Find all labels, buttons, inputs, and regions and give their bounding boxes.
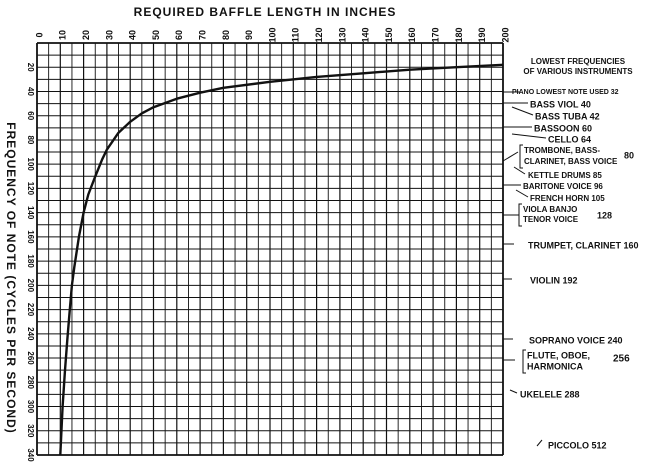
annotation-label: KETTLE DRUMS 85 [528, 171, 602, 180]
annotation-leader [515, 189, 529, 198]
x-tick-label: 180 [454, 27, 464, 42]
instrument-annotations: PIANO LOWEST NOTE USED 32 BASS VIOL 40 BAS… [502, 89, 639, 450]
y-tick-label: 120 [26, 182, 35, 196]
annotation-label: FLUTE, OBOE, [527, 350, 590, 360]
y-tick-label: 40 [26, 87, 35, 96]
x-tick-label: 160 [407, 27, 417, 42]
annotation-label: TROMBONE, BASS- [524, 146, 600, 155]
x-tick-label: 20 [81, 30, 91, 40]
x-tick-label: 200 [500, 27, 510, 42]
y-tick-label: 300 [26, 400, 35, 414]
y-tick-label: 280 [26, 376, 35, 390]
y-tick-label: 220 [26, 303, 35, 317]
x-tick-label: 90 [244, 30, 254, 40]
annotation-label: BASS VIOL 40 [530, 99, 591, 109]
annotation-bracket [518, 203, 522, 227]
x-tick-label: 130 [337, 27, 347, 42]
x-tick-label: 140 [361, 27, 371, 42]
tick-labels: 0 10 20 30 40 50 60 70 80 90 100 110 120 130 140 150 160… [26, 27, 510, 462]
y-tick-label: 140 [26, 206, 35, 220]
annotation-label: VIOLIN 192 [530, 275, 578, 285]
annotation-label: TENOR VOICE [523, 215, 579, 224]
x-tick-label: 120 [314, 27, 324, 42]
y-tick-label: 20 [26, 63, 35, 72]
annotation-bracket [522, 349, 526, 374]
y-tick-label: 240 [26, 327, 35, 341]
annotation-label: VIOLA BANJO [523, 205, 577, 214]
x-tick-label: 40 [128, 30, 138, 40]
annotation-label: CLARINET, BASS VOICE [524, 157, 618, 166]
x-tick-label: 170 [430, 27, 440, 42]
y-tick-label: 100 [26, 157, 35, 171]
annotation-value: 128 [597, 210, 612, 220]
x-tick-label: 80 [221, 30, 231, 40]
x-tick-label: 150 [384, 27, 394, 42]
x-tick-label: 50 [151, 30, 161, 40]
y-tick-label: 180 [26, 254, 35, 268]
chart-title: REQUIRED BAFFLE LENGTH IN INCHES [134, 5, 397, 19]
annotation-label: TRUMPET, CLARINET 160 [528, 240, 639, 250]
y-tick-label: 60 [26, 111, 35, 120]
x-tick-label: 110 [291, 28, 301, 43]
annotation-label: HARMONICA [527, 361, 583, 371]
x-tick-label: 100 [267, 27, 277, 42]
grid [36, 42, 504, 456]
y-tick-label: 340 [26, 448, 35, 462]
y-tick-label: 160 [26, 230, 35, 244]
y-tick-label: 260 [26, 351, 35, 365]
annotation-label: BASSOON 60 [534, 123, 592, 133]
legend-title-line: OF VARIOUS INSTRUMENTS [523, 67, 633, 76]
x-tick-label: 30 [104, 30, 114, 40]
x-tick-label: 10 [58, 30, 68, 40]
annotation-leader [502, 151, 519, 162]
annotation-label: UKELELE 288 [520, 389, 580, 399]
annotation-label: BASS TUBA 42 [535, 111, 600, 121]
annotation-leader [509, 389, 518, 394]
annotation-label: PIANO LOWEST NOTE USED 32 [512, 89, 619, 96]
annotation-label: SOPRANO VOICE 240 [529, 335, 623, 345]
annotation-leader [536, 439, 543, 447]
x-tick-label: 70 [197, 30, 207, 40]
annotation-label: FRENCH HORN 105 [530, 194, 605, 203]
x-tick-label: 190 [477, 27, 487, 42]
annotation-bracket [519, 144, 523, 169]
legend-title-line: LOWEST FREQUENCIES [531, 57, 626, 66]
annotation-value: 80 [624, 150, 634, 160]
series-line [59, 63, 504, 456]
annotation-leader [511, 133, 547, 139]
annotation-leader [511, 106, 534, 116]
annotation-label: BARITONE VOICE 96 [523, 182, 603, 191]
x-tick-label: 60 [174, 30, 184, 40]
y-tick-label: 320 [26, 424, 35, 438]
annotation-label: CELLO 64 [548, 134, 591, 144]
y-tick-label: 200 [26, 279, 35, 293]
annotation-leader [513, 166, 526, 175]
annotation-value: 256 [613, 354, 630, 365]
y-axis-label: FREQUENCY OF NOTE (CYCLES PER SECOND) [4, 122, 18, 433]
y-tick-label: 80 [26, 135, 35, 144]
annotation-label: PICCOLO 512 [548, 440, 607, 450]
x-tick-label: 0 [34, 32, 44, 37]
